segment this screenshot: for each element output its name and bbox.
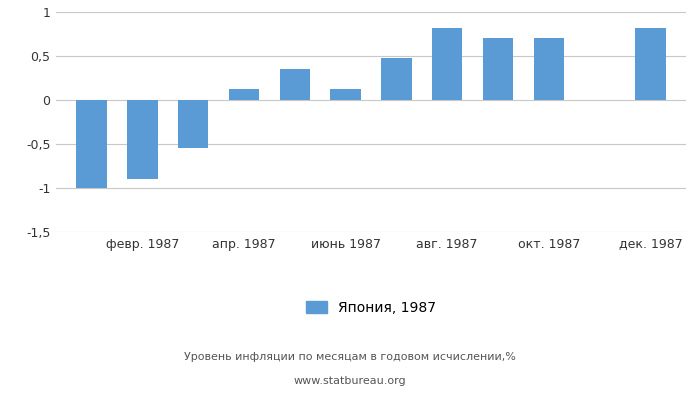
- Bar: [432, 28, 463, 100]
- Bar: [330, 88, 360, 100]
- Bar: [178, 100, 209, 148]
- Text: Уровень инфляции по месяцам в годовом исчислении,%: Уровень инфляции по месяцам в годовом ис…: [184, 352, 516, 362]
- Bar: [382, 58, 412, 100]
- Bar: [279, 69, 310, 100]
- Bar: [483, 38, 513, 100]
- Bar: [127, 100, 158, 179]
- Bar: [76, 100, 107, 188]
- Bar: [229, 88, 259, 100]
- Bar: [533, 38, 564, 100]
- Bar: [635, 28, 666, 100]
- Legend: Япония, 1987: Япония, 1987: [306, 300, 436, 314]
- Text: www.statbureau.org: www.statbureau.org: [294, 376, 406, 386]
